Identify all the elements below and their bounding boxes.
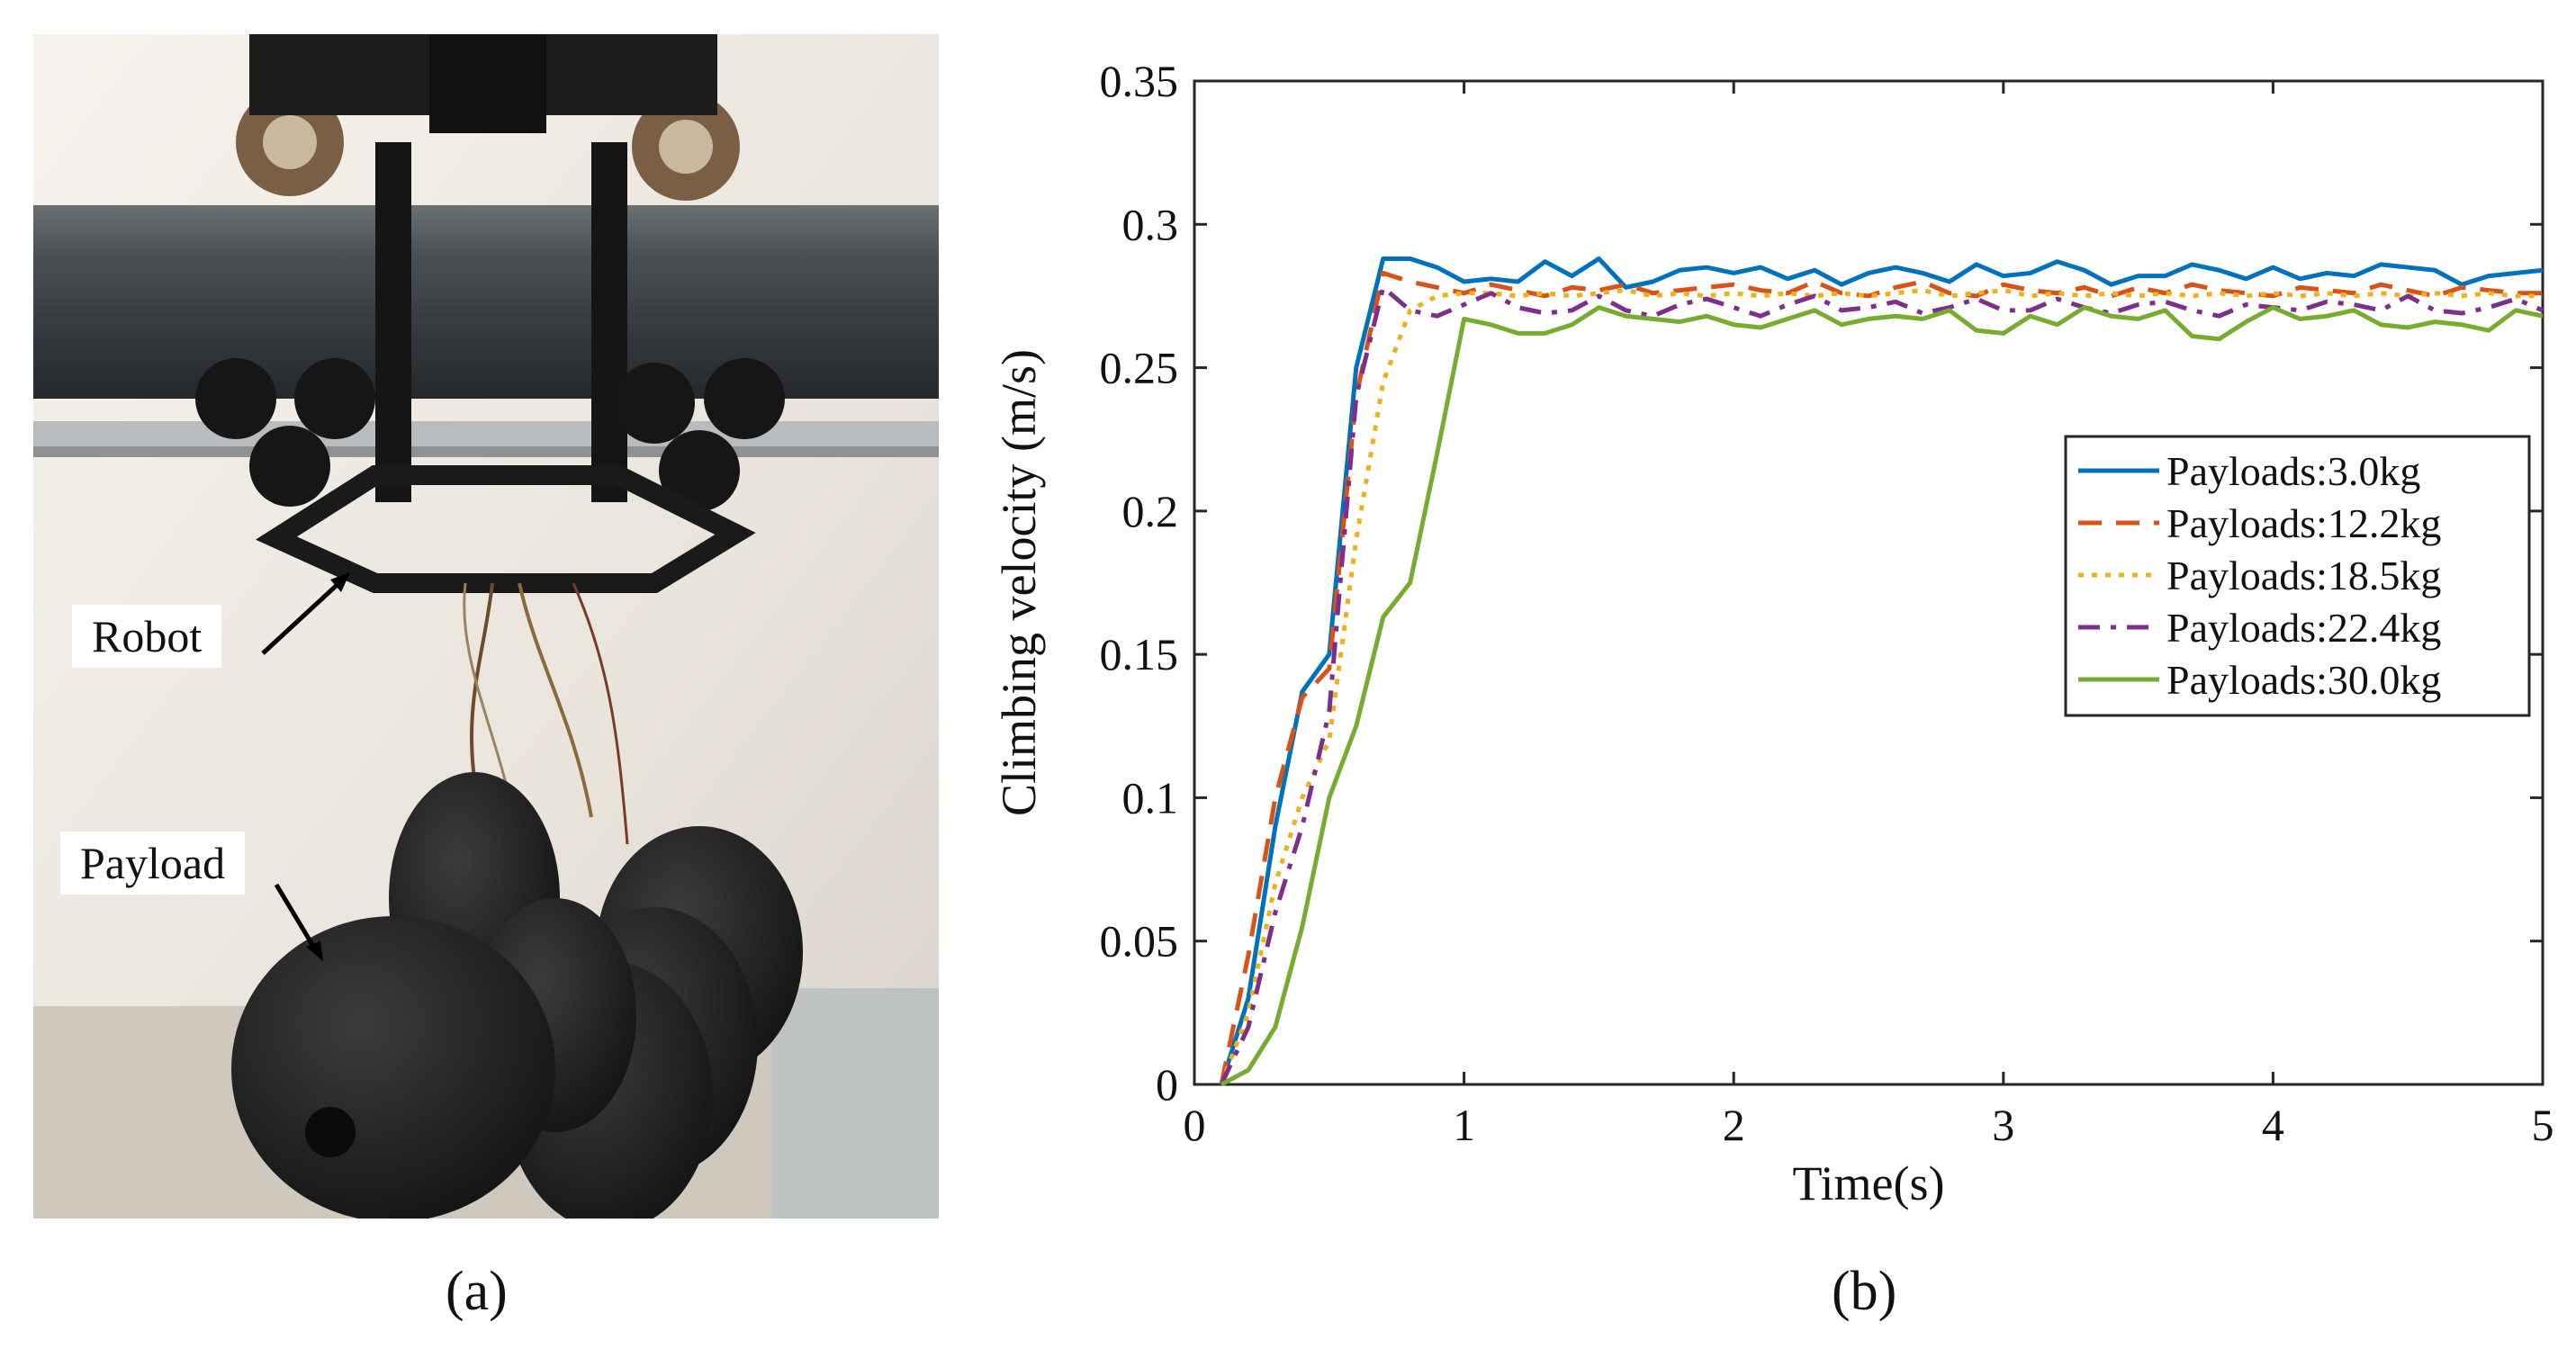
velocity-chart-svg: 0 0.05 0.1 0.15 0.2 0.25 0.3 0.35 0 1 2 3 4 5 Time(s) C…	[992, 56, 2554, 1210]
x-tick-label: 1	[1453, 1100, 1475, 1150]
robot-photo-illustration	[33, 34, 939, 1231]
robot-photo: Robot Payload	[33, 34, 939, 1231]
legend-label-2: Payloads:12.2kg	[2166, 500, 2441, 546]
caption-a: (a)	[446, 1261, 508, 1322]
series-line-1	[1219, 256, 2544, 1085]
robot-label: Robot	[72, 605, 222, 668]
series-line-5	[1220, 305, 2544, 1087]
y-tick-label: 0.05	[1100, 916, 1179, 967]
y-tick-label: 0.25	[1100, 343, 1179, 393]
legend-box	[2064, 435, 2531, 717]
y-tick-label: 0.2	[1122, 486, 1179, 536]
y-tick-label: 0.1	[1122, 772, 1179, 823]
x-tick-label: 2	[1723, 1100, 1745, 1150]
x-tick-label: 0	[1184, 1100, 1206, 1150]
x-tick-label: 3	[1992, 1100, 2014, 1150]
y-axis-label: Climbing velocity (m/s)	[992, 349, 1046, 816]
legend-label-4: Payloads:22.4kg	[2166, 605, 2441, 651]
legend-label-1: Payloads:3.0kg	[2166, 448, 2420, 494]
caption-b: (b)	[1832, 1261, 1897, 1322]
y-tick-label: 0.3	[1122, 199, 1179, 249]
velocity-chart: 0 0.05 0.1 0.15 0.2 0.25 0.3 0.35 0 1 2 3 4 5 Time(s) C…	[990, 36, 2556, 1246]
payload-label: Payload	[60, 832, 246, 895]
y-tick-label: 0.35	[1100, 56, 1179, 106]
x-axis-label: Time(s)	[1792, 1156, 1944, 1210]
legend-label-5: Payloads:30.0kg	[2166, 657, 2441, 703]
y-tick-label: 0.15	[1100, 629, 1179, 679]
x-tick-label: 4	[2262, 1100, 2284, 1150]
series-line-4	[1219, 284, 2544, 1086]
y-tick-label: 0	[1156, 1059, 1178, 1110]
legend-label-3: Payloads:18.5kg	[2166, 553, 2441, 598]
x-tick-label: 5	[2532, 1100, 2554, 1150]
